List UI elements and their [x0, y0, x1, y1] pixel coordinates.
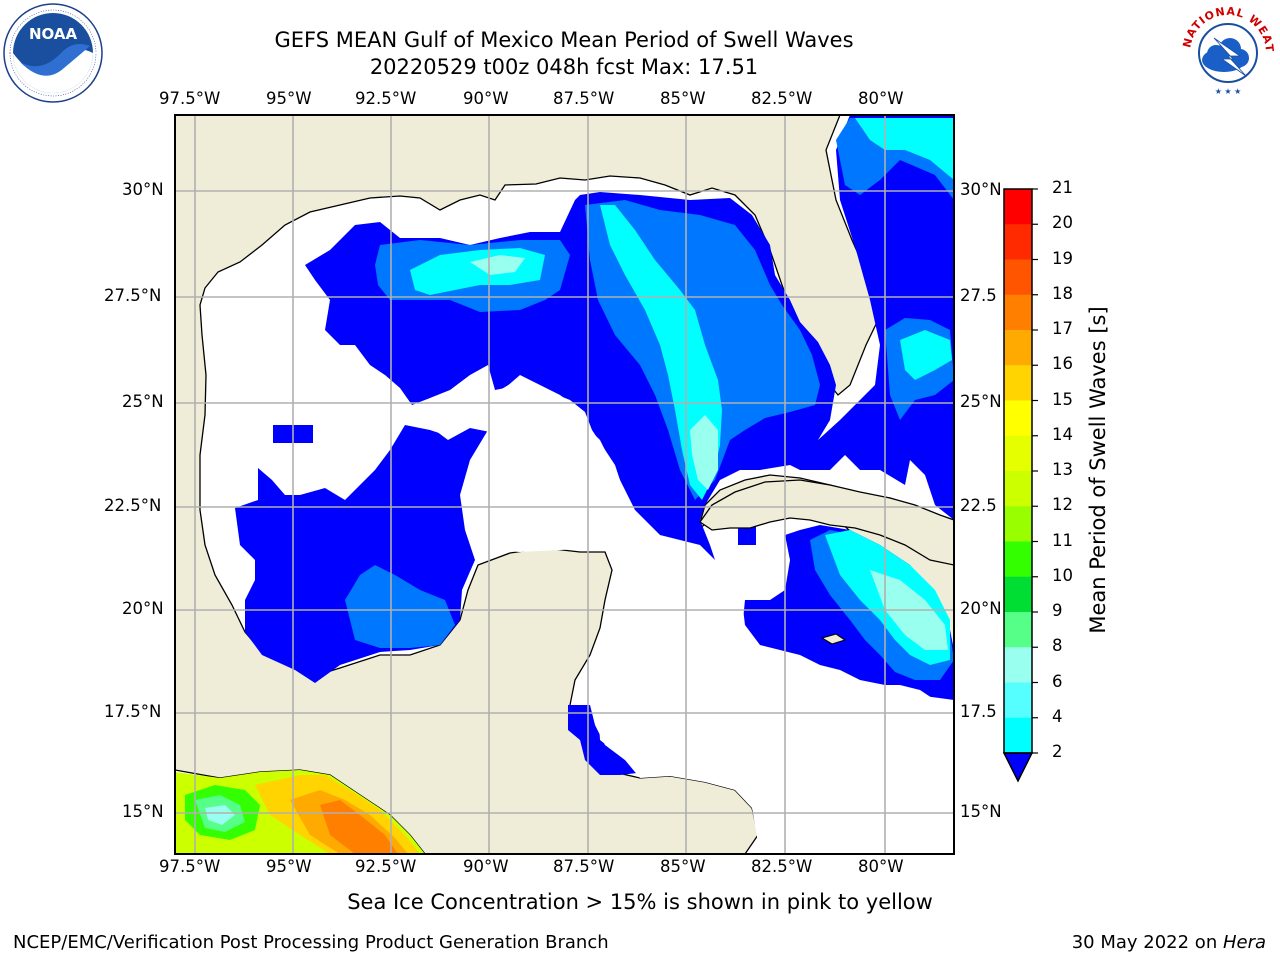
colorbar-tick-label: 21	[1052, 178, 1073, 197]
lat-label-left-27-5: 27.5°N	[104, 286, 162, 305]
colorbar-tick-label: 17	[1052, 319, 1073, 338]
noaa-logo-text: NOAA	[29, 25, 78, 43]
svg-text:★ ★ ★: ★ ★ ★	[1215, 87, 1242, 96]
footer-date: 30 May 2022 on	[1071, 932, 1223, 953]
jamaica-land	[820, 633, 847, 645]
colorbar-segment	[1004, 471, 1032, 507]
caribbean-open-water	[598, 550, 954, 854]
lon-label-bottom-95: 95°W	[266, 857, 312, 876]
colorbar-tick-label: 20	[1052, 213, 1073, 233]
lon-label-top-80: 80°W	[858, 89, 904, 108]
colorbar-segment	[1004, 259, 1032, 296]
colorbar-tick-label: 9	[1052, 601, 1063, 620]
colorbar-tick-label: 6	[1052, 671, 1063, 691]
lat-label-right-30: 30°N	[960, 180, 1002, 199]
colorbar-tick-label: 12	[1052, 495, 1073, 515]
footer-right: 30 May 2022 on Hera	[1072, 932, 1266, 953]
lon-label-top-92-5: 92.5°W	[355, 89, 417, 108]
lon-label-top-82-5: 82.5°W	[751, 89, 813, 108]
colorbar-tick-label: 8	[1052, 636, 1063, 656]
swell-8-9s-north	[470, 255, 525, 275]
colorbar-tick-label: 11	[1052, 530, 1073, 550]
colorbar-segment	[1004, 365, 1032, 401]
lat-label-right-20: 20°N	[960, 599, 1002, 618]
lon-label-bottom-85: 85°W	[660, 857, 706, 876]
map-subtitle: 20220529 t00z 048h fcst Max: 17.51	[369, 55, 759, 79]
noaa-logo: NOAA	[3, 3, 103, 103]
colorbar-segment	[1004, 224, 1032, 260]
footer-left: NCEP/EMC/Verification Post Processing Pr…	[13, 932, 609, 953]
swell-6-8s-gulf	[600, 205, 722, 500]
footer-host: Hera	[1222, 932, 1266, 953]
lon-label-top-87-5: 87.5°W	[553, 89, 615, 108]
colorbar-tick-label: 15	[1052, 389, 1073, 409]
nws-logo: NATIONAL WEATHER SERVICE ★ ★ ★	[1178, 4, 1275, 100]
cuba-land	[699, 479, 954, 566]
lon-label-top-95: 95°W	[266, 89, 312, 108]
lat-label-right-15: 15°N	[960, 802, 1002, 821]
colorbar-segment	[1004, 400, 1032, 437]
lat-label-left-20: 20°N	[122, 599, 164, 618]
colorbar-tick-label: 10	[1052, 565, 1073, 585]
lon-label-bottom-87-5: 87.5°W	[553, 857, 615, 876]
colorbar-tick-label: 16	[1052, 354, 1073, 374]
colorbar-segment	[1004, 647, 1032, 683]
colorbar-segment	[1004, 717, 1032, 754]
lon-label-top-97-5: 97.5°W	[159, 89, 221, 108]
colorbar-segment	[1004, 576, 1032, 613]
swell-8-9s-gulf	[690, 415, 718, 490]
colorbar-tick-label: 14	[1052, 424, 1073, 444]
sea-ice-note: Sea Ice Concentration > 15% is shown in …	[347, 890, 933, 914]
colorbar-tick-label: 19	[1052, 248, 1073, 268]
map-plot-area	[175, 115, 954, 854]
map-frame	[174, 114, 955, 855]
lat-label-left-25: 25°N	[122, 392, 164, 411]
colorbar-segment	[1004, 330, 1032, 366]
colorbar-segment	[1004, 506, 1032, 542]
colorbar-tick-label: 2	[1052, 742, 1063, 761]
lat-label-left-17-5: 17.5°N	[104, 702, 162, 721]
lat-label-right-27-5: 27.5	[960, 286, 997, 305]
colorbar-segment	[1004, 189, 1032, 225]
lat-label-left-30: 30°N	[122, 180, 164, 199]
swell-6-8s-east	[855, 118, 954, 180]
swell-pacific-cyan	[205, 805, 235, 825]
colorbar-frame	[1003, 188, 1033, 754]
lon-label-bottom-90: 90°W	[463, 857, 509, 876]
colorbar-segment	[1004, 435, 1032, 472]
lon-label-top-90: 90°W	[463, 89, 509, 108]
lon-label-bottom-80: 80°W	[858, 857, 904, 876]
map-title: GEFS MEAN Gulf of Mexico Mean Period of …	[274, 28, 854, 52]
colorbar-tick-label: 13	[1052, 460, 1073, 479]
colorbar-segment	[1004, 612, 1032, 648]
lat-label-left-15: 15°N	[122, 802, 164, 821]
swell-2-4s-dot2	[738, 525, 756, 545]
colorbar-extend-triangle	[1002, 752, 1034, 783]
lon-label-bottom-92-5: 92.5°W	[355, 857, 417, 876]
lat-label-left-22-5: 22.5°N	[104, 496, 162, 515]
lon-label-bottom-82-5: 82.5°W	[751, 857, 813, 876]
lon-label-bottom-97-5: 97.5°W	[159, 857, 221, 876]
colorbar-label: Mean Period of Swell Waves [s]	[1086, 306, 1110, 634]
lat-label-right-17-5: 17.5	[960, 702, 997, 721]
swell-4-6s-west	[345, 565, 455, 648]
colorbar-segment	[1004, 682, 1032, 719]
colorbar-segment	[1004, 541, 1032, 578]
colorbar-segment	[1004, 294, 1032, 331]
lat-label-right-25: 25°N	[960, 392, 1002, 411]
colorbar	[1004, 188, 1038, 754]
colorbar-tick-label: 4	[1052, 706, 1063, 726]
lon-label-top-85: 85°W	[660, 89, 706, 108]
graticule	[175, 115, 954, 854]
swell-6-8s-bahamas	[900, 330, 952, 380]
lat-label-right-22-5: 22.5	[960, 496, 997, 515]
gulf-open-water	[412, 378, 650, 552]
colorbar-tick-label: 18	[1052, 283, 1073, 303]
